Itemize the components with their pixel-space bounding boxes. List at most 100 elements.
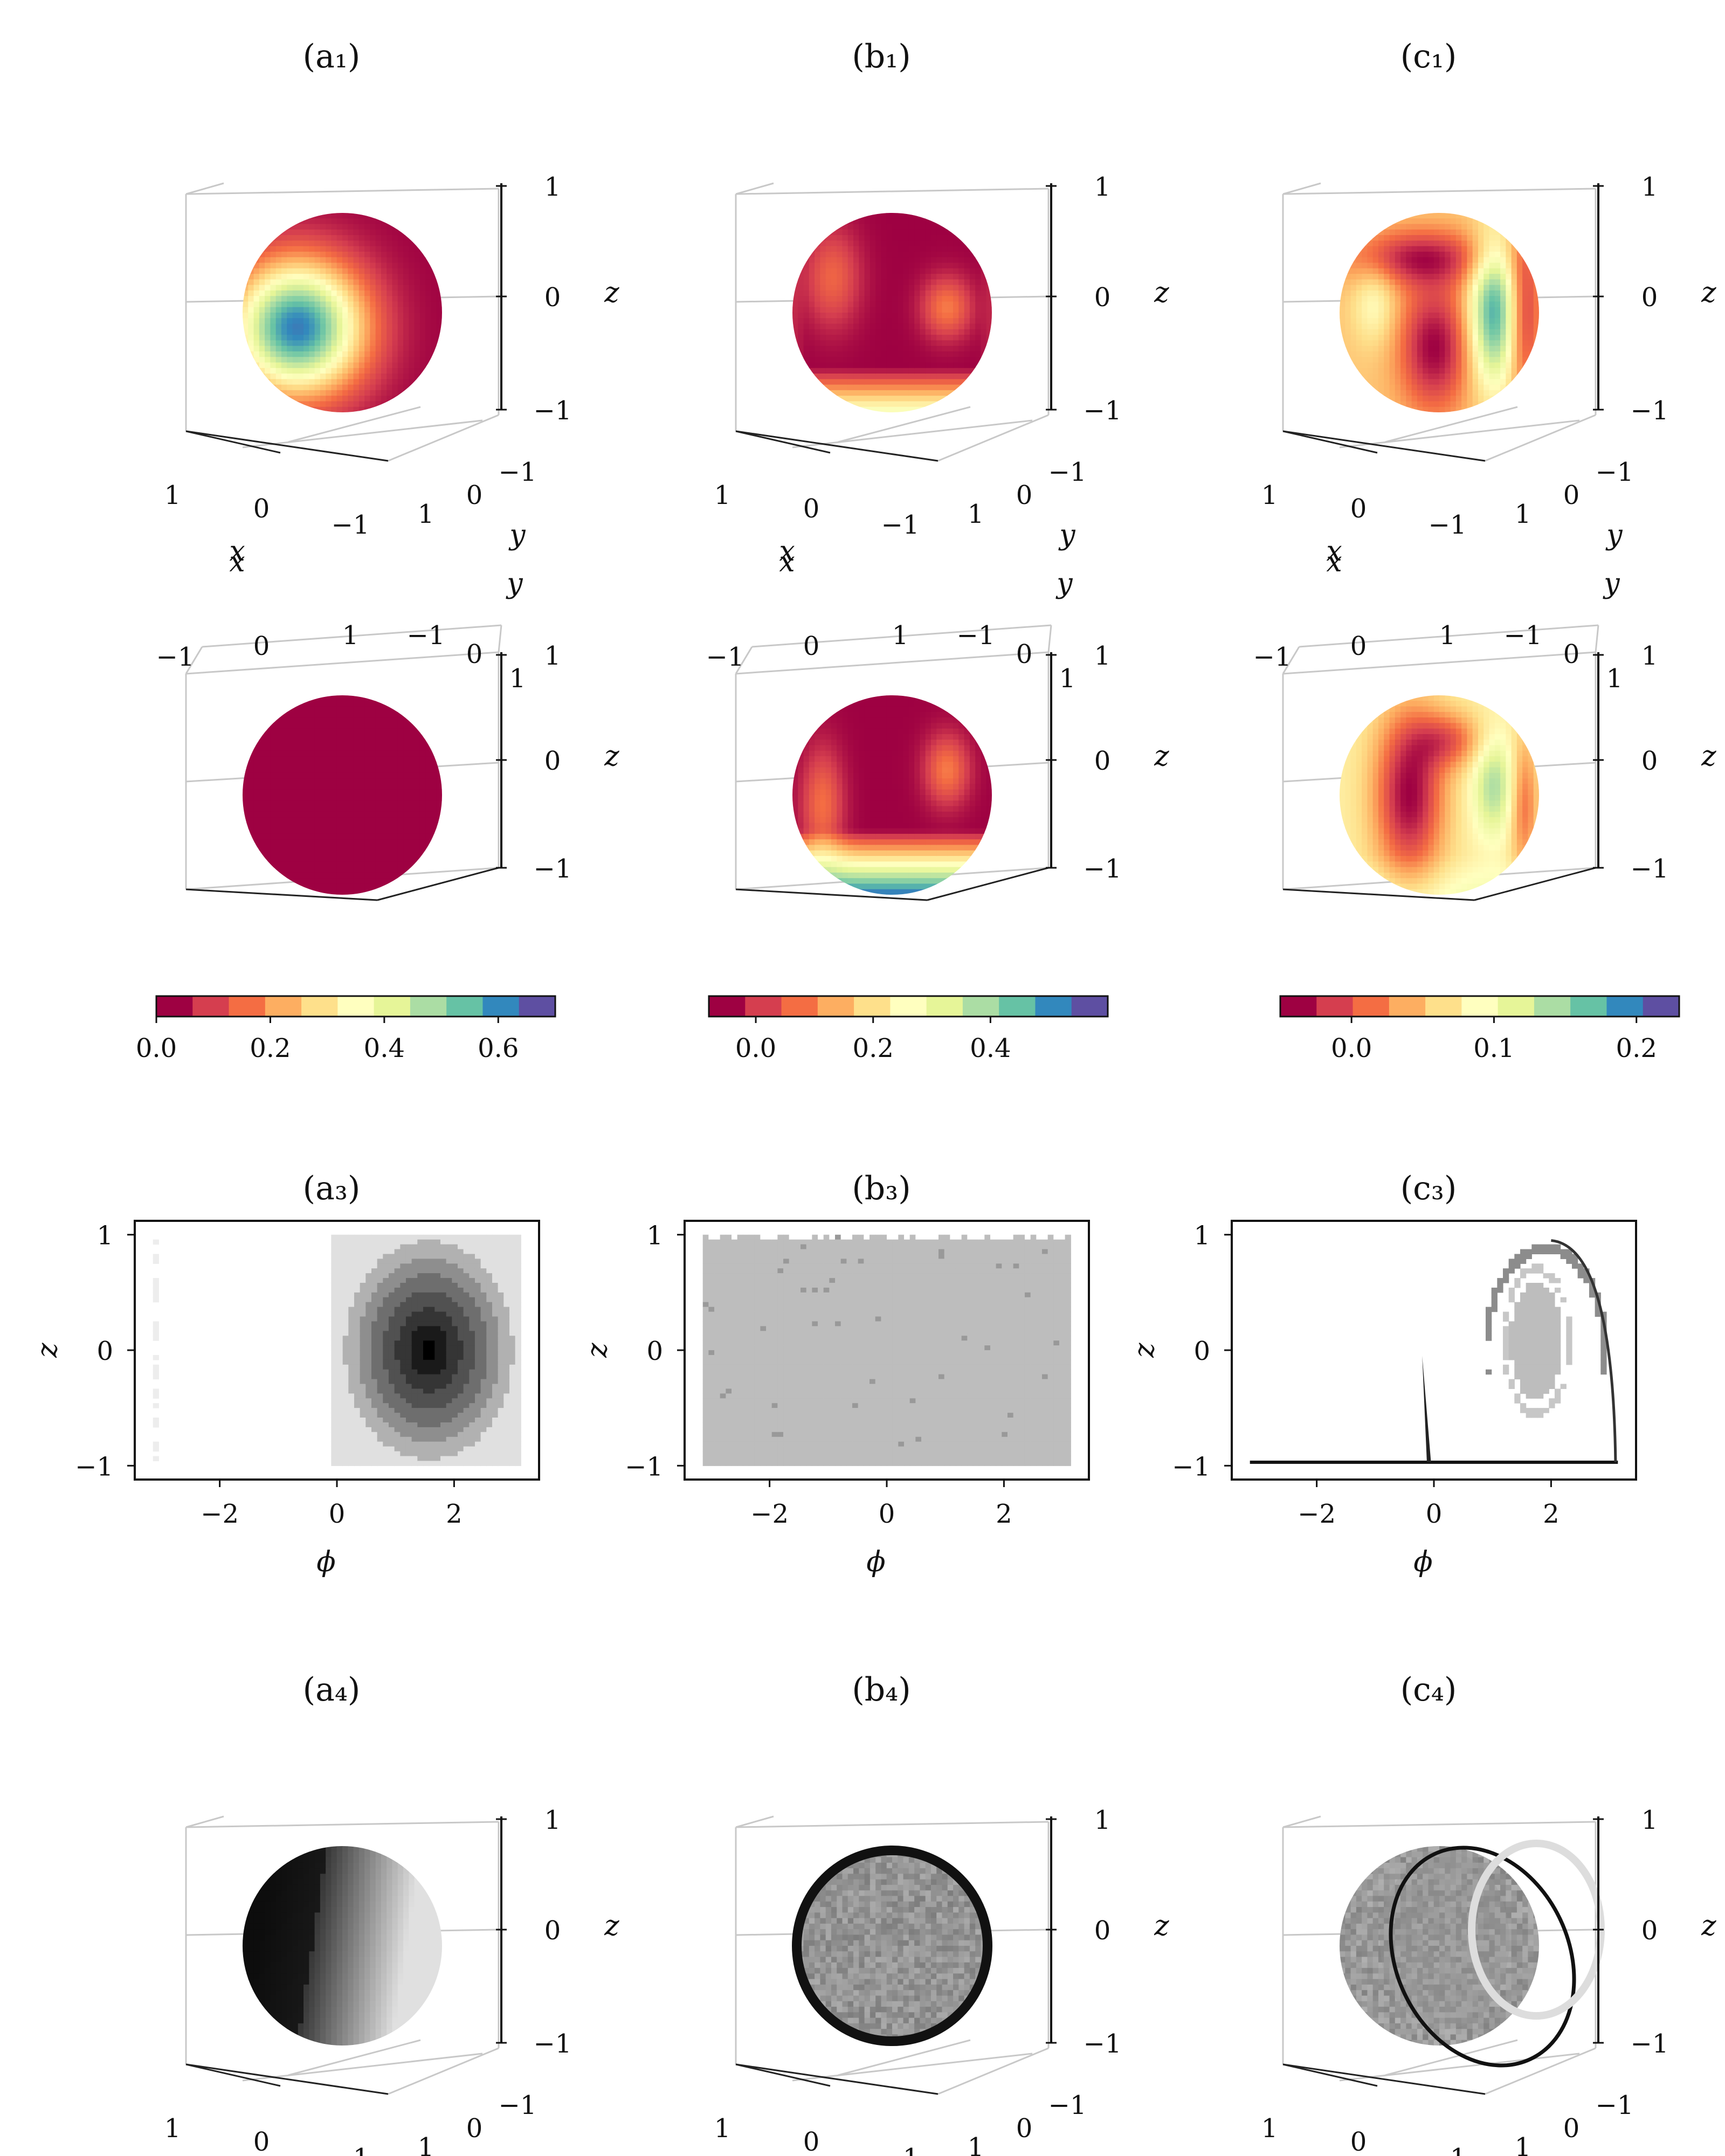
x-axis-label: ϕ [866,1546,885,1578]
trajectory-loop [1389,1846,1576,2068]
y-axis-label: y [1605,519,1623,551]
pane-gridline [1339,419,1580,448]
z-axis-label: z [1701,277,1716,309]
pane-gridline [1282,188,1596,195]
sphere-surface [792,213,992,412]
y-tick-label: 1 [1059,664,1076,694]
pane-gridline [1047,625,1052,653]
pane-gridline [735,1815,774,1828]
y-tick-label: 1 [96,1221,113,1251]
inner-cloud [1380,1851,1509,2029]
axis-line [1282,888,1475,901]
x-tick-label: 1 [714,480,731,510]
z-axis-label: z [1154,1910,1169,1942]
z-tick-label: −1 [1084,396,1122,426]
panel-b3: (b₃) −2 0 2 ϕ 1 0 −1 z [581,1170,1090,1578]
z-tick-label: 1 [1641,1805,1658,1835]
y-tick-label: −1 [1504,620,1542,651]
axis-line [735,2063,939,2095]
z-tick-label: 0 [544,1916,561,1946]
y-tick-label: 1 [1515,2132,1531,2156]
x-tick-label: 1 [1261,2113,1278,2144]
sphere-surface [1340,1846,1539,2046]
axis-line [927,867,1049,901]
z-tick-label: 0 [544,282,561,313]
pane-gridline [202,624,502,648]
sphere-surface [243,695,442,895]
colorbar-segment [156,996,193,1017]
colorbar-segment [999,996,1036,1017]
colorbar-segment [1071,996,1108,1017]
colorbar-frame [155,995,556,1018]
colorbar-segment [519,996,556,1017]
colorbar-tick-label: 0.6 [478,1033,519,1063]
pane-gridline [388,2047,499,2095]
z-tick-label: 0 [1641,1916,1658,1946]
colorbar-segment [1570,996,1607,1017]
pane-gridline [242,419,483,448]
x-axis-label-row2: x [779,546,795,578]
x-tick-label: −1 [881,510,920,540]
x-tick-label: −2 [1298,1499,1336,1529]
x-axis-label: x [1326,535,1342,568]
x-tick-label: −1 [332,510,370,540]
colorbar-tick-label: 0.1 [1473,1033,1514,1063]
y-tick-label: −1 [75,1452,113,1482]
pane-gridline [185,1821,499,1828]
z-axis-label: z [604,740,619,772]
pane-gridline [1282,1815,1321,1828]
pane-gridline [937,2047,1049,2095]
axis-line [185,430,281,454]
x-axis-label: ϕ [1413,1546,1432,1578]
pane-gridline [1339,2053,1580,2082]
colorbar-segment [890,996,927,1017]
x-tick-label: 0 [1350,2127,1367,2156]
y-tick-label: 0 [646,1336,663,1366]
z-tick-label: −1 [1084,854,1122,884]
colorbar-segment [482,996,520,1017]
colorbar-segment [745,996,782,1017]
colorbar-segment [229,996,266,1017]
y-axis-label-row2: y [1603,568,1620,600]
colorbar-c: 0.0 0.1 0.2 [1279,995,1680,1063]
pane-gridline [792,2053,1033,2082]
colorbar-tick-label: 0.4 [364,1033,405,1063]
trajectory-spike [1422,1356,1431,1462]
colorbar-segment [854,996,891,1017]
z-tick-label: −1 [534,2029,572,2059]
y-tick-label: 0 [1016,480,1033,510]
panel-title: (c₁) [1400,38,1457,75]
axis-line [185,888,378,901]
y-tick-label: −1 [625,1452,663,1482]
y-tick-label: −1 [1596,2090,1634,2120]
x-tick-label: 2 [446,1499,463,1529]
z-tick-label: −1 [1631,2029,1669,2059]
x-tick-label: 0 [1426,1499,1443,1529]
x-tick-label: −1 [1429,510,1467,540]
y-tick-label: −1 [1048,457,1087,487]
pane-gridline [937,414,1049,462]
colorbar-tick-label: 0.2 [853,1033,894,1063]
y-tick-label: 0 [466,2113,483,2144]
y-tick-label: −1 [1172,1452,1210,1482]
pane-gridline [498,625,502,653]
x-tick-label: 1 [1261,480,1278,510]
z-axis-label: z [604,1910,619,1942]
y-tick-label: 1 [1606,664,1623,694]
dense-rim [792,1846,992,2046]
axis-line [185,2063,389,2095]
pane-gridline [1595,625,1599,653]
y-axis-label: z [31,1343,64,1358]
x-tick-label: −1 [1429,2143,1467,2156]
heatmap-cells [153,1234,521,1466]
colorbar-segment [926,996,963,1017]
x-tick-label: 0 [1350,631,1367,661]
colorbar-segment [192,996,230,1017]
pane-gridline [185,646,203,674]
colorbar-segment [1280,996,1317,1017]
axis-line [1282,2063,1378,2087]
x-tick-label: 0 [803,631,820,661]
panel-c3: (c₃) −2 0 2 ϕ 1 0 −1 z [1128,1170,1637,1578]
colorbar-b: 0.0 0.2 0.4 [708,995,1109,1063]
